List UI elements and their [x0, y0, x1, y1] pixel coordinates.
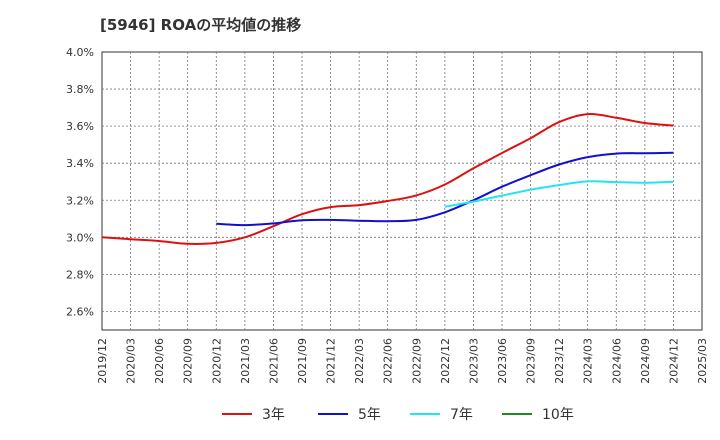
- x-tick-label: 2024/03: [582, 338, 595, 384]
- series-line-5年: [216, 151, 674, 227]
- x-tick-label: 2020/03: [125, 338, 138, 384]
- axis-layer: 2.6% 2.8% 3.0% 3.2% 3.4% 3.6% 3.8% 4.0% 2019/12 2…: [66, 46, 709, 384]
- x-tick-label: 2024/09: [639, 338, 652, 384]
- x-tick-label: 2019/12: [96, 338, 109, 384]
- x-tick-label: 2024/06: [610, 338, 623, 384]
- legend-label: 7年: [450, 407, 473, 423]
- grid-layer: [101, 51, 703, 331]
- y-tick-label: 4.0%: [66, 46, 94, 59]
- x-tick-label: 2022/09: [410, 338, 423, 384]
- series-line-7年: [444, 180, 674, 208]
- x-tick-label: 2021/09: [296, 338, 309, 384]
- x-tick-label: 2020/09: [182, 338, 195, 384]
- x-tick-label: 2021/12: [325, 338, 338, 384]
- x-tick-label: 2022/03: [353, 338, 366, 384]
- x-tick-label: 2022/12: [439, 338, 452, 384]
- x-tick-label: 2021/03: [239, 338, 252, 384]
- y-tick-label: 3.2%: [66, 194, 94, 207]
- x-tick-label: 2023/03: [467, 338, 480, 384]
- plot-area: [101, 51, 703, 331]
- x-tick-label: 2023/09: [525, 338, 538, 384]
- legend: 3年 5年 7年 10年: [222, 407, 574, 423]
- x-tick-label: 2025/03: [696, 338, 709, 384]
- y-tick-label: 3.4%: [66, 157, 94, 170]
- x-tick-label: 2022/06: [382, 338, 395, 384]
- x-tick-label: 2023/12: [553, 338, 566, 384]
- legend-label: 3年: [262, 407, 285, 423]
- legend-label: 5年: [358, 407, 381, 423]
- legend-label: 10年: [542, 407, 574, 423]
- x-tick-label: 2021/06: [267, 338, 280, 384]
- x-tick-label: 2023/06: [496, 338, 509, 384]
- y-tick-label: 2.8%: [66, 268, 94, 281]
- x-tick-label: 2020/06: [153, 338, 166, 384]
- series-line-3年: [101, 112, 674, 245]
- y-tick-label: 3.0%: [66, 231, 94, 244]
- series-layer: [101, 112, 674, 245]
- x-tick-label: 2020/12: [210, 338, 223, 384]
- x-tick-label: 2024/12: [667, 338, 680, 384]
- chart-title: [5946] ROAの平均値の推移: [100, 16, 302, 34]
- y-tick-label: 3.6%: [66, 120, 94, 133]
- y-tick-label: 2.6%: [66, 305, 94, 318]
- y-tick-label: 3.8%: [66, 83, 94, 96]
